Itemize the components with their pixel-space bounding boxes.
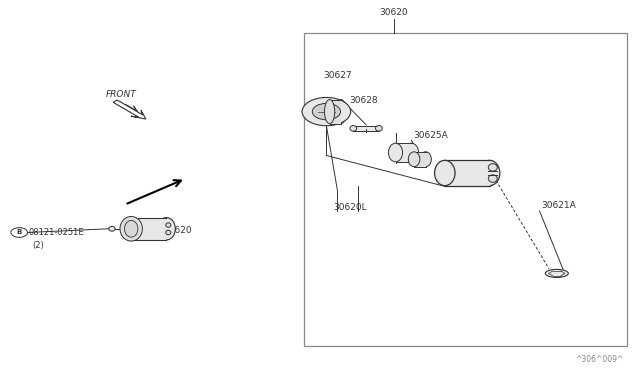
Ellipse shape <box>376 126 382 131</box>
Ellipse shape <box>388 143 403 162</box>
Ellipse shape <box>479 160 500 186</box>
Polygon shape <box>414 152 426 167</box>
Polygon shape <box>445 160 490 186</box>
Ellipse shape <box>324 100 335 124</box>
Bar <box>353 125 379 131</box>
Text: B: B <box>17 230 22 235</box>
Text: FRONT: FRONT <box>106 90 137 99</box>
Text: ^306^009^: ^306^009^ <box>575 355 624 364</box>
Ellipse shape <box>166 223 171 227</box>
Polygon shape <box>131 218 166 240</box>
Ellipse shape <box>312 103 340 120</box>
Text: 30621A: 30621A <box>541 201 575 210</box>
Ellipse shape <box>120 217 142 241</box>
Ellipse shape <box>122 218 140 240</box>
Polygon shape <box>330 100 341 124</box>
Polygon shape <box>113 100 146 119</box>
Text: 30625A: 30625A <box>413 131 447 140</box>
Ellipse shape <box>124 220 138 237</box>
Text: 30620: 30620 <box>380 8 408 17</box>
Bar <box>304 33 627 346</box>
Text: (2): (2) <box>32 241 44 250</box>
Ellipse shape <box>545 269 568 278</box>
Text: 30627: 30627 <box>323 71 352 80</box>
Ellipse shape <box>488 175 497 182</box>
Ellipse shape <box>157 218 175 240</box>
Ellipse shape <box>336 100 346 124</box>
Ellipse shape <box>435 160 455 186</box>
Ellipse shape <box>166 230 171 235</box>
Ellipse shape <box>404 143 419 162</box>
Text: 30628: 30628 <box>349 96 378 105</box>
Ellipse shape <box>109 226 115 231</box>
Ellipse shape <box>350 126 356 131</box>
Text: 30620L: 30620L <box>333 203 367 212</box>
Text: 30620: 30620 <box>163 226 192 235</box>
Ellipse shape <box>302 97 351 126</box>
Ellipse shape <box>420 152 431 167</box>
Polygon shape <box>396 143 412 162</box>
Text: 08121-0251E: 08121-0251E <box>29 228 84 237</box>
Ellipse shape <box>488 164 497 171</box>
Ellipse shape <box>408 152 420 167</box>
